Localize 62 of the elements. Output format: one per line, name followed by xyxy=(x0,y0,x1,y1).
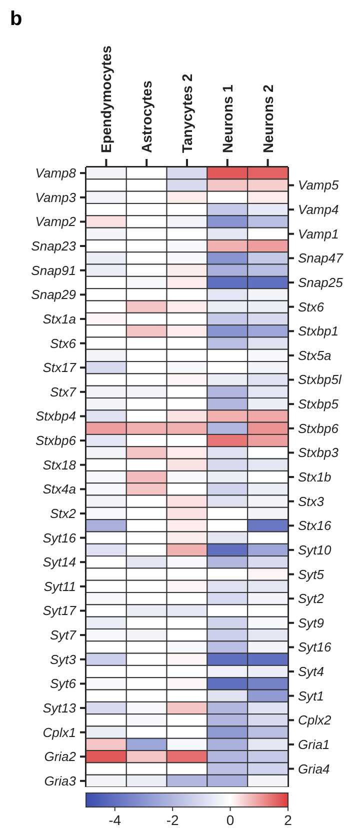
y2-tick-label: Stxbp5l xyxy=(298,372,342,388)
y-tick-label: Cplx1 xyxy=(42,724,76,740)
y2-tick-label: Snap25 xyxy=(298,274,344,290)
y2-tick-label: Snap47 xyxy=(298,250,344,266)
y-tick-label: Vamp8 xyxy=(35,166,77,181)
y-tick-label: Stx6 xyxy=(50,336,77,351)
y2-tick-label: Syt2 xyxy=(298,591,325,606)
y-tick-label: Syt13 xyxy=(42,700,77,716)
y-tick-label: Snap23 xyxy=(31,238,77,254)
x-tick-label: Neurons 1 xyxy=(219,84,236,153)
x-tick-label: Ependymocytes xyxy=(98,45,114,153)
y2-tick-label: Stxbp5 xyxy=(298,396,340,412)
y2-tick-label: Syt10 xyxy=(298,542,332,558)
color-bar-label: -2 xyxy=(166,812,180,828)
y-tick-label: Gria2 xyxy=(44,749,77,764)
y2-tick-label: Gria1 xyxy=(298,736,330,752)
y2-tick-label: Vamp4 xyxy=(298,202,339,218)
y2-tick-label: Gria4 xyxy=(298,761,330,776)
y-tick-label: Stx4a xyxy=(42,482,76,497)
y-tick-label: Snap29 xyxy=(31,287,76,302)
y-tick-label: Stx7 xyxy=(50,384,77,400)
y-tick-label: Gria3 xyxy=(44,773,77,788)
y-tick-label: Vamp3 xyxy=(35,190,77,205)
y-tick-label: Stxbp6 xyxy=(36,433,77,448)
y-tick-label: Syt14 xyxy=(42,554,76,570)
y2-tick-label: Vamp5 xyxy=(298,178,340,193)
y-tick-label: Syt7 xyxy=(50,628,77,643)
color-bar-label: 0 xyxy=(226,812,234,828)
y-tick-label: Stx2 xyxy=(50,506,77,521)
y2-tick-label: Vamp1 xyxy=(298,226,339,242)
y2-tick-label: Stxbp6 xyxy=(298,420,340,436)
y-tick-label: Syt3 xyxy=(50,652,77,667)
y-tick-label: Syt11 xyxy=(44,578,76,594)
y2-tick-label: Cplx2 xyxy=(298,712,332,728)
y2-tick-label: Syt16 xyxy=(298,640,332,655)
y2-tick-label: Syt9 xyxy=(298,615,324,630)
chart-title: b xyxy=(9,8,24,32)
color-bar-label: 2 xyxy=(284,812,292,828)
x-tick-label: Astrocytes xyxy=(138,80,155,153)
y-tick-label: Stxbp4 xyxy=(36,408,76,424)
y-tick-label: Stx1a xyxy=(42,311,76,326)
y-tick-label: Snap91 xyxy=(31,262,76,278)
y2-tick-label: Stxbp3 xyxy=(298,445,340,460)
y2-tick-label: Stx3 xyxy=(298,494,325,509)
y-tick-label: Syt17 xyxy=(42,603,77,618)
y2-tick-label: Stx16 xyxy=(298,518,332,534)
y2-tick-label: Stxbp1 xyxy=(298,324,338,339)
y2-tick-label: Stx6 xyxy=(298,299,325,314)
colorbar: -4 -2 0 2 xyxy=(8,787,360,830)
y2-tick-label: Syt5 xyxy=(298,566,325,582)
x-tick-label: Tanycytes 2 xyxy=(179,74,195,153)
y2-tick-label: Stx5a xyxy=(298,348,332,363)
y-tick-label: Stx17 xyxy=(42,360,77,376)
y-tick-label: Stx18 xyxy=(42,457,77,472)
y-tick-label: Syt16 xyxy=(42,530,77,546)
y-tick-label: Syt6 xyxy=(50,676,77,692)
y2-tick-label: Stx1b xyxy=(298,470,332,484)
y2-tick-label: Syt1 xyxy=(298,688,324,704)
y2-tick-label: Syt4 xyxy=(298,664,324,680)
color-bar-label: -4 xyxy=(108,812,122,828)
y-tick-label: Vamp2 xyxy=(35,214,77,230)
x-tick-label: Neurons 2 xyxy=(260,84,276,153)
